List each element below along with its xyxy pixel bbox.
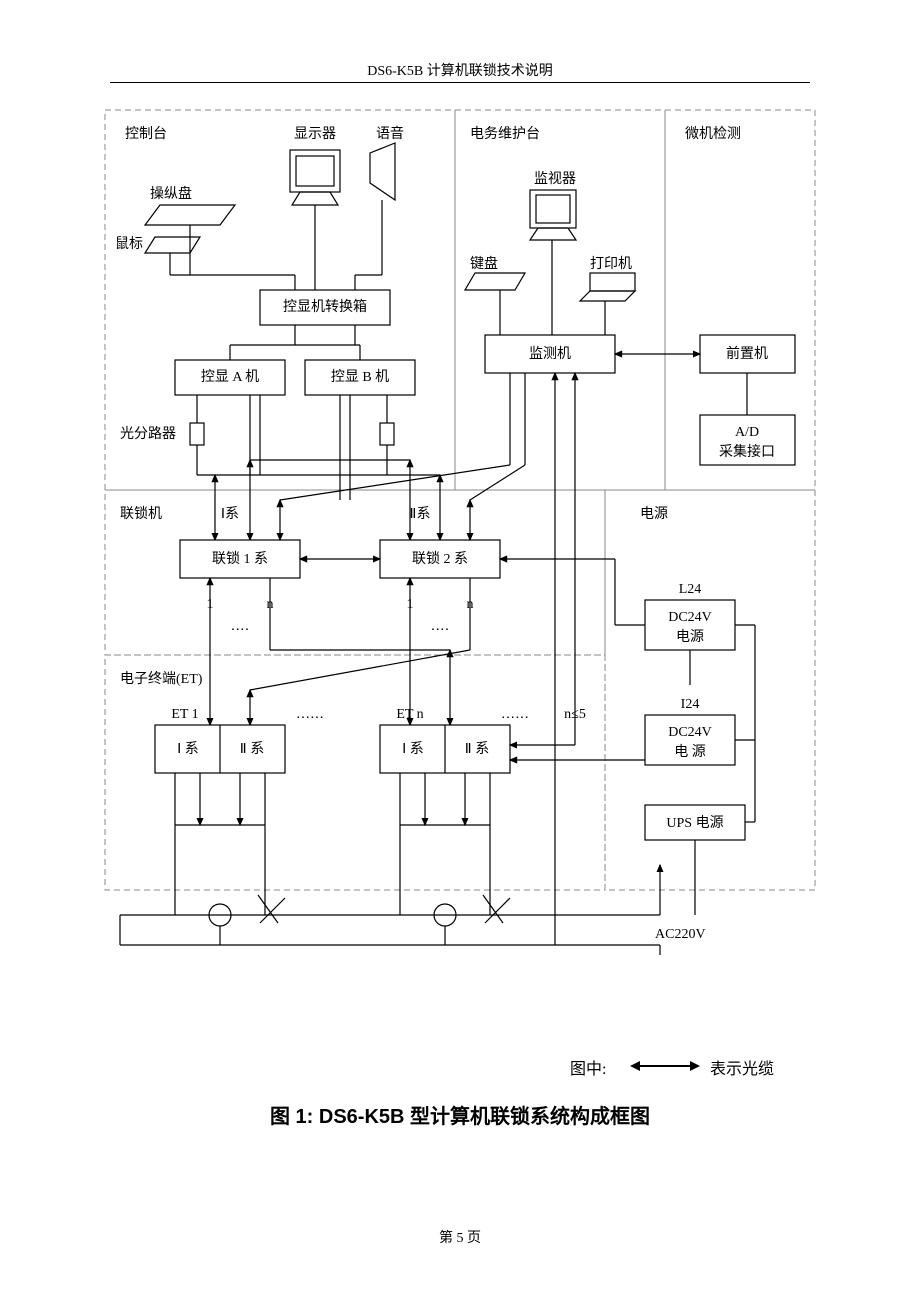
etn-box: Ⅰ 系 Ⅱ 系	[380, 725, 510, 773]
splitter2-icon	[380, 423, 394, 445]
printer-icon: 打印机	[580, 255, 635, 301]
svg-text:采集接口: 采集接口	[719, 443, 775, 460]
page-footer: 第 5 页	[0, 1227, 920, 1247]
region-maint	[455, 110, 665, 490]
page: DS6-K5B 计算机联锁技术说明 控制台 显示器 语音 电务维护台	[0, 0, 920, 1302]
legend-label: 图中:	[570, 1055, 606, 1079]
title-voice: 语音	[376, 125, 404, 142]
svg-text:操纵盘: 操纵盘	[150, 185, 192, 202]
title-sys1: Ⅰ系	[221, 506, 239, 522]
svg-text:DC24V: DC24V	[668, 725, 712, 740]
label-dispB: 控显 B 机	[331, 369, 389, 385]
svg-text:Ⅱ 系: Ⅱ 系	[465, 741, 489, 757]
joystick-icon: 操纵盘	[145, 185, 235, 225]
title-console: 控制台	[125, 126, 167, 142]
mouse-icon: 鼠标	[115, 236, 200, 253]
title-sys2: Ⅱ系	[410, 506, 431, 522]
svg-text:I24: I24	[681, 697, 700, 712]
system-block-diagram: 控制台 显示器 语音 电务维护台 微机检测 联锁机 Ⅰ系 Ⅱ系 电源 电子终端(…	[100, 105, 820, 1025]
svg-text:电源: 电源	[676, 629, 704, 645]
svg-text:打印机: 打印机	[590, 255, 632, 272]
svg-text:DC24V: DC24V	[668, 610, 712, 625]
label-ac220: AC220V	[655, 927, 706, 942]
et1-box: Ⅰ 系 Ⅱ 系	[155, 725, 285, 773]
svg-text:Ⅰ 系: Ⅰ 系	[177, 741, 199, 757]
splitter1-icon	[190, 423, 204, 445]
speaker-icon	[370, 143, 395, 200]
title-display: 显示器	[294, 127, 336, 142]
title-interlock: 联锁机	[120, 506, 162, 522]
keyboard-icon: 键盘	[465, 255, 525, 290]
label-switchbox: 控显机转换箱	[283, 298, 367, 315]
title-et: 电子终端(ET)	[120, 671, 203, 687]
legend-desc: 表示光缆	[710, 1055, 774, 1079]
label-lock2: 联锁 2 系	[412, 551, 468, 567]
page-header: DS6-K5B 计算机联锁技术说明	[0, 60, 920, 80]
label-monpc: 监测机	[529, 346, 571, 362]
svg-text:‥‥‥: ‥‥‥	[296, 707, 324, 722]
svg-text:L24: L24	[679, 582, 702, 597]
svg-text:键盘: 键盘	[470, 255, 498, 272]
svg-text:‥‥: ‥‥	[431, 619, 450, 634]
label-etn: ET n	[396, 707, 423, 722]
title-maint: 电务维护台	[470, 126, 540, 142]
svg-text:电 源: 电 源	[674, 744, 706, 760]
label-splitter: 光分路器	[120, 426, 176, 442]
label-frontpc: 前置机	[726, 345, 768, 362]
header-rule	[110, 82, 810, 83]
figure-caption: 图 1: DS6-K5B 型计算机联锁系统构成框图	[0, 1100, 920, 1129]
title-power: 电源	[640, 506, 668, 522]
crt2-icon: 监视器	[530, 171, 576, 240]
svg-text:鼠标: 鼠标	[115, 236, 143, 252]
svg-text:A/D: A/D	[735, 425, 759, 440]
label-lock1: 联锁 1 系	[212, 551, 268, 567]
svg-text:‥‥‥: ‥‥‥	[501, 707, 529, 722]
svg-text:监视器: 监视器	[534, 171, 576, 187]
label-ups: UPS 电源	[666, 815, 723, 831]
svg-text:Ⅰ 系: Ⅰ 系	[402, 741, 424, 757]
svg-text:Ⅱ 系: Ⅱ 系	[240, 741, 264, 757]
label-et1: ET 1	[171, 707, 198, 722]
label-dispA: 控显 A 机	[201, 369, 259, 385]
title-microdet: 微机检测	[685, 126, 741, 142]
svg-text:‥‥: ‥‥	[231, 619, 250, 634]
crt-icon	[290, 150, 340, 205]
